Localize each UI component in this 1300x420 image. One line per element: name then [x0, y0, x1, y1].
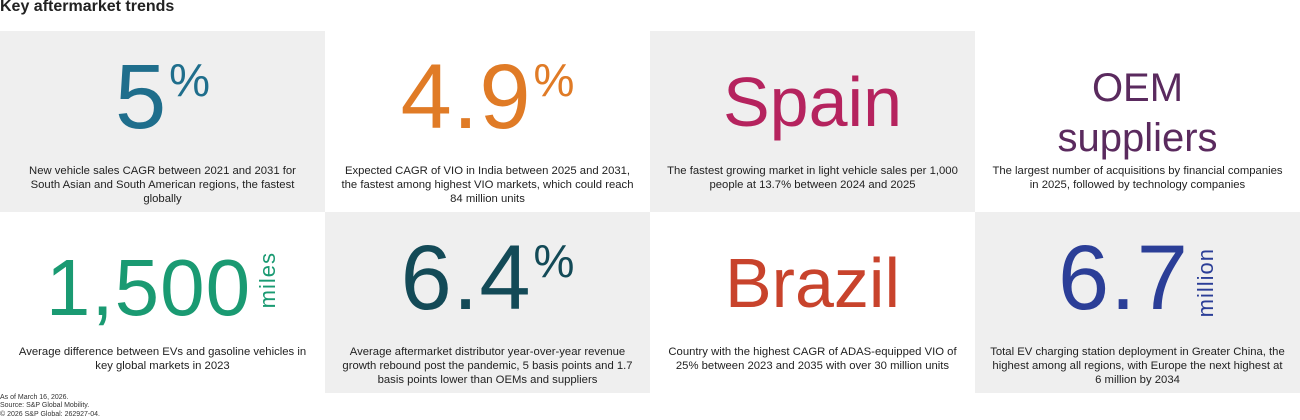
trend-tile-spain: Spain The fastest growing market in ligh… [650, 31, 975, 212]
tile-highlight: Brazil [650, 232, 975, 332]
tile-description: Country with the highest CAGR of ADAS-eq… [668, 346, 957, 372]
tile-value: Brazil [724, 244, 901, 322]
tile-value-line1: OEM [1091, 66, 1184, 110]
tile-unit: million [1192, 248, 1218, 318]
tile-description: The largest number of acquisitions by fi… [992, 165, 1283, 191]
tile-highlight: 4.9 % [325, 51, 650, 151]
trend-tile-india-vio: 4.9 % Expected CAGR of VIO in India betw… [325, 31, 650, 212]
tile-value: 6.7 [1058, 227, 1189, 329]
footer-date: As of March 16, 2026. [0, 394, 69, 401]
tile-percent-sign: % [533, 54, 575, 106]
footer-copyright: © 2026 S&P Global: 262927-04. [0, 410, 100, 418]
tile-highlight: Spain [650, 51, 975, 151]
tile-description: The fastest growing market in light vehi… [667, 165, 958, 191]
tile-unit: miles [255, 252, 281, 309]
trend-tile-ev-miles: 1,500 miles Average difference between E… [0, 212, 325, 393]
tile-highlight: 6.4 % [325, 232, 650, 332]
footer-source: Source: S&P Global Mobility. [0, 402, 90, 410]
tile-value: 1,500 [45, 243, 252, 332]
tile-value: 4.9 [400, 46, 532, 148]
trend-tile-ev-charging: 6.7 million Total EV charging station de… [975, 212, 1300, 393]
page-title: Key aftermarket trends [0, 0, 175, 15]
trend-tile-sales-cagr: 5 % New vehicle sales CAGR between 2021 … [0, 31, 325, 212]
tile-value: 5 [114, 46, 168, 148]
tile-value-line2: suppliers [1057, 116, 1218, 160]
tile-description: Expected CAGR of VIO in India between 20… [341, 165, 634, 205]
tile-percent-sign: % [533, 235, 575, 287]
tile-value: Spain [722, 63, 903, 141]
tile-highlight: 5 % [0, 51, 325, 151]
tile-highlight: 1,500 miles [0, 236, 325, 336]
tile-highlight: 6.7 million [975, 232, 1300, 332]
tile-percent-sign: % [169, 54, 211, 106]
tile-highlight: OEM suppliers [975, 59, 1300, 159]
tile-description: Total EV charging station deployment in … [990, 346, 1285, 386]
tile-value: 6.4 [400, 227, 532, 329]
trend-tile-distributor-growth: 6.4 % Average aftermarket distributor ye… [325, 212, 650, 393]
trend-tile-brazil: Brazil Country with the highest CAGR of … [650, 212, 975, 393]
tile-description: Average difference between EVs and gasol… [18, 346, 307, 372]
tile-description: Average aftermarket distributor year-ove… [342, 346, 633, 386]
tile-description: New vehicle sales CAGR between 2021 and … [29, 165, 296, 205]
trend-tile-oem-suppliers: OEM suppliers The largest number of acqu… [975, 31, 1300, 212]
trends-grid: 5 % New vehicle sales CAGR between 2021 … [0, 31, 1300, 393]
footer-notes: As of March 16, 2026. Source: S&P Global… [0, 394, 100, 419]
